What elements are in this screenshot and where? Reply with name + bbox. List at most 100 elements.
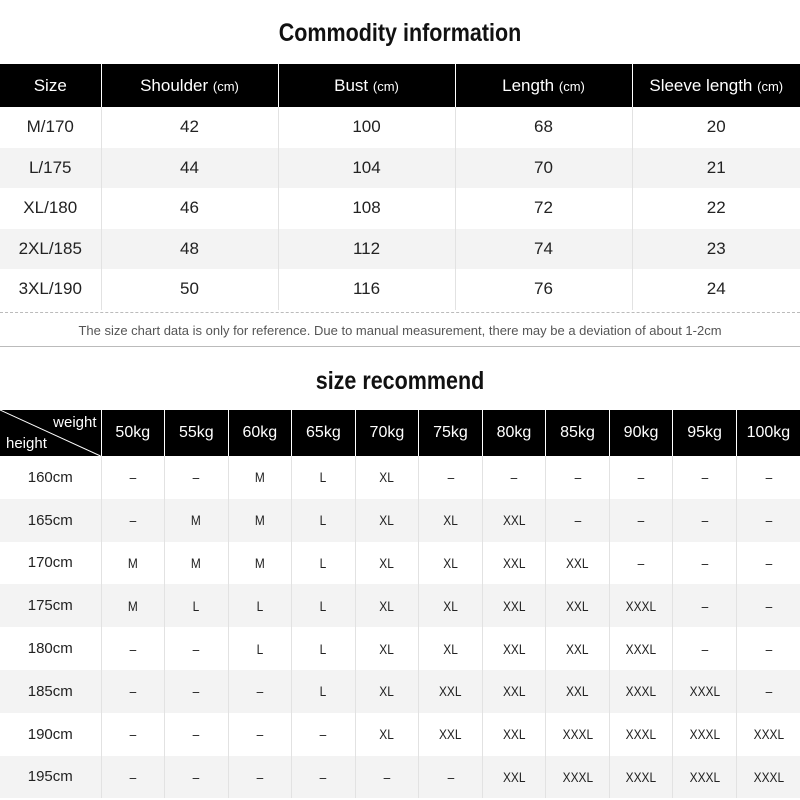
table-cell: 50 <box>101 269 279 310</box>
weight-header: 55kg <box>164 410 229 456</box>
corner-weight-label: weight <box>53 414 97 431</box>
corner-height-label: height <box>6 435 47 452</box>
size-cell: XXL <box>482 669 547 713</box>
size-value: – <box>129 726 137 743</box>
size-cell: – <box>164 456 229 499</box>
column-header-length: Length (cm) <box>455 64 633 107</box>
size-value: M <box>127 554 138 571</box>
size-value: – <box>447 768 454 785</box>
table-row: 190cm – – – – XL XXL XXL XXXL XXXL XXXL XXXL <box>0 712 800 756</box>
size-value: – <box>192 726 200 743</box>
size-value: XL <box>379 554 395 571</box>
size-cell: XXXL <box>609 627 674 670</box>
table-row: 170cm M M M L XL XL XXL XXL – – – <box>0 541 800 585</box>
size-value: XL <box>379 726 395 743</box>
weight-header: 50kg <box>101 410 166 456</box>
table-cell: 100 <box>278 107 456 148</box>
table-row: 165cm – M M L XL XL XXL – – – – <box>0 498 800 542</box>
size-cell: – <box>672 627 737 670</box>
table-row: 185cm – – – L XL XXL XXL XXL XXXL XXXL – <box>0 669 800 713</box>
size-cell: – <box>101 456 166 499</box>
size-value: M <box>254 512 265 529</box>
size-cell: XL <box>418 498 483 542</box>
height-label: 180cm <box>0 627 102 670</box>
size-value: – <box>129 640 137 657</box>
size-cell: M <box>164 541 229 585</box>
size-value: – <box>765 640 772 657</box>
size-cell: XXXL <box>736 713 800 756</box>
table-cell: L/175 <box>0 147 102 188</box>
height-label: 165cm <box>0 498 102 542</box>
size-value: – <box>510 469 518 486</box>
size-cell: – <box>101 712 166 756</box>
size-value: XXL <box>566 640 589 657</box>
table-cell: 21 <box>632 147 800 188</box>
size-cell: – <box>291 755 356 799</box>
size-cell: XXXL <box>672 712 737 756</box>
table-cell: 3XL/190 <box>0 269 102 310</box>
size-cell: M <box>228 541 293 585</box>
size-cell: XL <box>418 584 483 628</box>
size-value: L <box>256 597 264 614</box>
size-cell: M <box>101 584 166 628</box>
size-value: L <box>256 640 264 657</box>
size-cell: XXL <box>545 669 610 713</box>
weight-header: 70kg <box>355 410 420 456</box>
size-value: – <box>383 768 391 785</box>
height-label: 190cm <box>0 712 102 756</box>
size-value: L <box>320 640 327 657</box>
weight-header: 100kg <box>736 410 800 456</box>
size-value: – <box>637 554 645 571</box>
size-value: XL <box>443 512 458 529</box>
size-cell: – <box>228 755 293 799</box>
size-value: L <box>320 683 327 700</box>
size-cell: – <box>736 542 800 585</box>
corner-header: weight height <box>0 410 102 456</box>
size-cell: L <box>291 456 356 499</box>
size-cell: M <box>101 541 166 585</box>
size-value: – <box>256 768 264 785</box>
size-cell: XL <box>355 456 420 499</box>
height-label: 185cm <box>0 669 102 713</box>
size-value: – <box>701 512 708 529</box>
size-cell: XL <box>418 541 483 585</box>
size-value: XXL <box>502 683 526 700</box>
table-row: 195cm – – – – – – XXL XXXL XXXL XXXL XXXL <box>0 755 800 799</box>
size-chart-table: Size Shoulder (cm) Bust (cm) Length (cm)… <box>0 64 800 310</box>
size-value: M <box>254 469 265 486</box>
table-row: L/175 44 104 70 21 <box>0 147 800 188</box>
table-cell: 48 <box>101 228 279 269</box>
size-value: – <box>637 512 645 529</box>
size-value: XXL <box>502 597 526 614</box>
size-cell: – <box>418 456 483 499</box>
size-value: – <box>129 768 137 785</box>
size-value: XXXL <box>689 726 720 743</box>
size-cell: – <box>228 669 293 713</box>
table-row: M/170 42 100 68 20 <box>0 107 800 148</box>
size-value: XXXL <box>753 768 784 785</box>
weight-header: 65kg <box>291 410 356 456</box>
size-value: – <box>129 512 137 529</box>
size-value: – <box>129 683 137 700</box>
size-value: – <box>320 768 327 785</box>
table-cell: 76 <box>455 269 633 310</box>
size-value: L <box>320 597 327 614</box>
column-header-size: Size <box>0 64 102 107</box>
size-value: M <box>127 597 138 614</box>
size-value: XXXL <box>689 683 720 700</box>
size-value: XXL <box>502 726 526 743</box>
size-cell: XXL <box>545 541 610 585</box>
recommend-title: size recommend <box>315 367 485 395</box>
size-cell: XXL <box>545 584 610 628</box>
size-value: – <box>637 469 645 486</box>
size-value: XXL <box>566 597 589 614</box>
table-cell: M/170 <box>0 107 102 148</box>
weight-header: 95kg <box>672 410 737 456</box>
table-cell: 68 <box>455 107 633 148</box>
size-value: XXL <box>566 683 589 700</box>
size-cell: M <box>228 498 293 542</box>
size-value: XL <box>443 554 458 571</box>
size-value: M <box>191 554 202 571</box>
size-cell: XXXL <box>609 755 674 799</box>
size-recommend-table: weight height 50kg 55kg 60kg 65kg 70kg 75kg 80… <box>0 410 800 799</box>
